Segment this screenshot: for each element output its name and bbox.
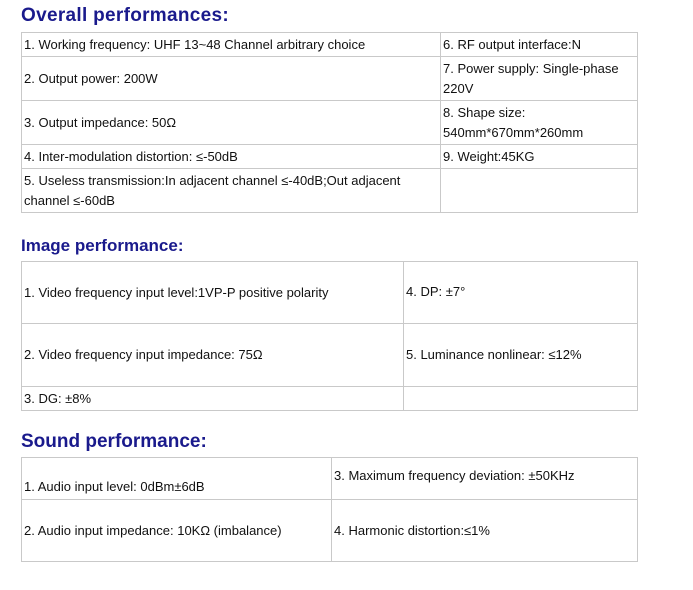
overall-performances-heading: Overall performances:	[21, 5, 229, 26]
overall-performances-table: 1. Working frequency: UHF 13~48 Channel …	[21, 32, 638, 213]
spec-cell: 2. Output power: 200W	[21, 56, 441, 101]
spec-cell: 4. Harmonic distortion:≤1%	[331, 499, 638, 562]
spec-cell: 6. RF output interface:N	[440, 32, 638, 57]
sound-performance-heading: Sound performance:	[21, 431, 207, 452]
spec-cell: 1. Video frequency input level:1VP-P pos…	[21, 261, 404, 324]
spec-cell: 4. DP: ±7°	[403, 261, 638, 324]
spec-cell: 3. Output impedance: 50Ω	[21, 100, 441, 145]
image-performance-heading: Image performance:	[21, 236, 184, 255]
table-row: 2. Video frequency input impedance: 75Ω …	[21, 323, 638, 387]
spec-cell: 2. Video frequency input impedance: 75Ω	[21, 323, 404, 387]
spec-cell: 2. Audio input impedance: 10KΩ (imbalanc…	[21, 499, 332, 562]
spec-cell: 5. Luminance nonlinear: ≤12%	[403, 323, 638, 387]
table-row: 3. DG: ±8%	[21, 386, 638, 411]
table-row: 1. Video frequency input level:1VP-P pos…	[21, 261, 638, 324]
sound-performance-table: 1. Audio input level: 0dBm±6dB 3. Maximu…	[21, 457, 638, 562]
spec-cell: 4. Inter-modulation distortion: ≤-50dB	[21, 144, 441, 169]
table-row: 1. Audio input level: 0dBm±6dB 3. Maximu…	[21, 457, 638, 500]
spec-cell: 8. Shape size: 540mm*670mm*260mm	[440, 100, 638, 145]
spec-cell: 1. Working frequency: UHF 13~48 Channel …	[21, 32, 441, 57]
spec-cell	[440, 168, 638, 213]
spec-cell	[403, 386, 638, 411]
spec-cell: 1. Audio input level: 0dBm±6dB	[21, 457, 332, 500]
table-row: 3. Output impedance: 50Ω 8. Shape size: …	[21, 100, 638, 145]
image-performance-table: 1. Video frequency input level:1VP-P pos…	[21, 261, 638, 411]
spec-cell: 3. DG: ±8%	[21, 386, 404, 411]
table-row: 5. Useless transmission:In adjacent chan…	[21, 168, 638, 213]
table-row: 4. Inter-modulation distortion: ≤-50dB 9…	[21, 144, 638, 169]
spec-cell: 7. Power supply: Single-phase 220V	[440, 56, 638, 101]
table-row: 2. Output power: 200W 7. Power supply: S…	[21, 56, 638, 101]
spec-cell: 3. Maximum frequency deviation: ±50KHz	[331, 457, 638, 500]
table-row: 2. Audio input impedance: 10KΩ (imbalanc…	[21, 499, 638, 562]
spec-cell: 5. Useless transmission:In adjacent chan…	[21, 168, 441, 213]
table-row: 1. Working frequency: UHF 13~48 Channel …	[21, 32, 638, 57]
spec-cell: 9. Weight:45KG	[440, 144, 638, 169]
